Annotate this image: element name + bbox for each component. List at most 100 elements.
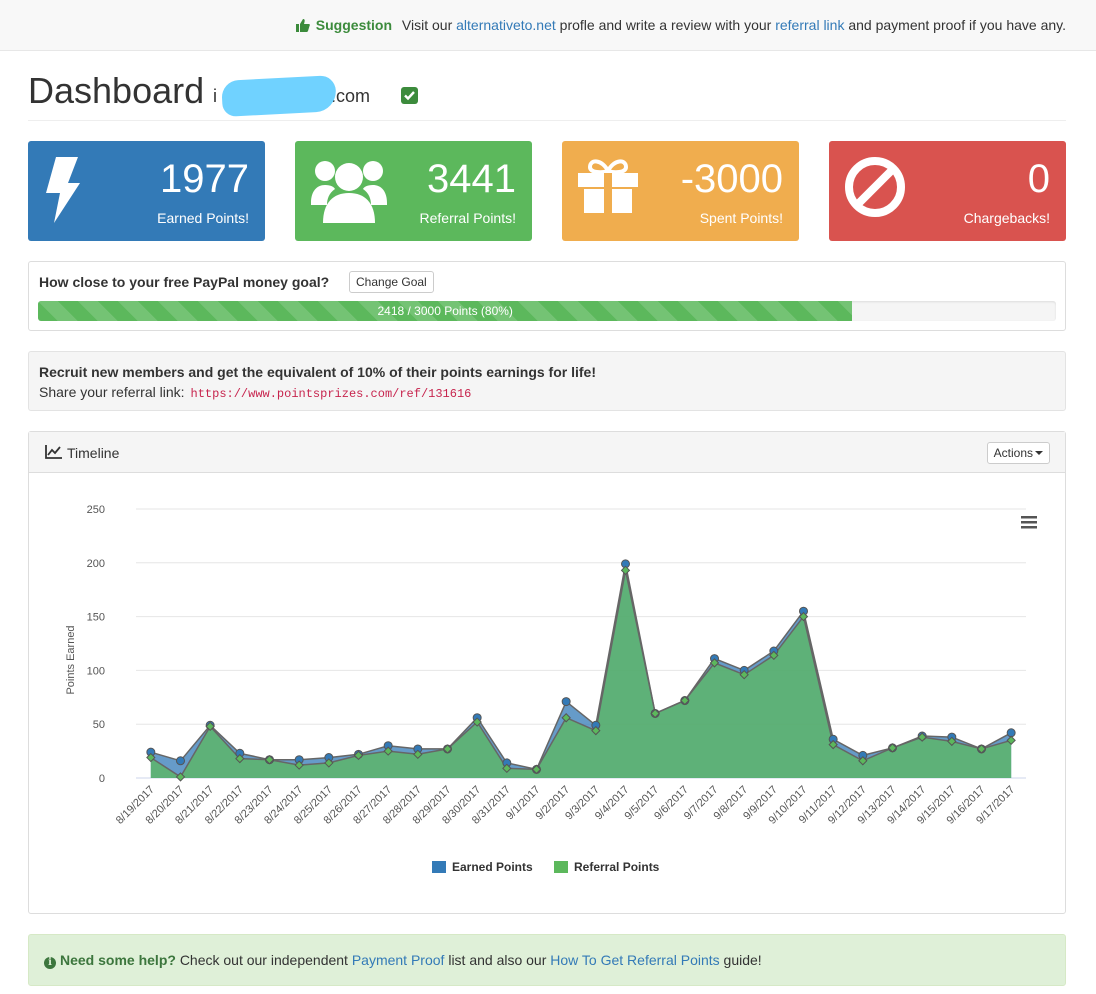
payment-proof-link[interactable]: Payment Proof xyxy=(351,952,445,968)
suggestion-bar: Suggestion Visit our alternativeto.net p… xyxy=(0,0,1096,51)
thumbs-up-icon xyxy=(295,19,310,32)
y-tick-label: 0 xyxy=(99,773,105,785)
point-referral xyxy=(798,611,809,622)
point-referral xyxy=(887,743,898,753)
point-referral xyxy=(1006,735,1016,746)
point-referral xyxy=(828,739,838,750)
ban-icon xyxy=(845,157,905,217)
chart-legend: Earned Points Referral Points xyxy=(432,860,660,874)
point-referral xyxy=(502,763,512,774)
point-earned xyxy=(176,756,185,766)
y-tick-label: 150 xyxy=(87,612,105,624)
chart-markers xyxy=(146,559,1016,782)
alternativeto-link[interactable]: alternativeto.net xyxy=(456,17,556,33)
redaction-mark xyxy=(221,75,337,117)
legend-label[interactable]: Referral Points xyxy=(574,860,660,874)
area-referral-points xyxy=(150,570,1012,778)
chargebacks-box: 0 Chargebacks! xyxy=(829,141,1066,241)
y-tick-label: 250 xyxy=(87,504,105,516)
point-referral xyxy=(769,650,779,661)
point-referral xyxy=(680,695,690,706)
referral-share: Share your referral link: https://www.poi… xyxy=(39,384,471,401)
line-chart-icon xyxy=(45,445,62,459)
legend-label[interactable]: Earned Points xyxy=(452,860,533,874)
suggestion-text-3: and payment proof if you have any. xyxy=(848,17,1066,33)
point-referral xyxy=(353,750,364,761)
referral-title: Recruit new members and get the equivale… xyxy=(39,364,596,380)
point-referral xyxy=(739,669,749,680)
caret-down-icon xyxy=(1035,451,1043,455)
y-axis-title: Points Earned xyxy=(65,625,77,694)
earned-points-box: 1977 Earned Points! xyxy=(28,141,265,241)
actions-dropdown-button[interactable]: Actions xyxy=(986,442,1050,464)
timeline-panel: Timeline Actions 8/19/2017 8/20/2017 8/21/… xyxy=(28,431,1066,914)
point-referral xyxy=(205,721,215,732)
point-earned xyxy=(1006,728,1016,738)
referral-panel: Recruit new members and get the equivale… xyxy=(28,351,1066,411)
share-label: Share your referral link: xyxy=(39,384,185,400)
help-text-1: Check out our independent xyxy=(179,952,348,968)
suggestion-label: Suggestion xyxy=(315,17,393,33)
email-prefix: i xyxy=(213,86,217,106)
point-referral xyxy=(383,746,393,756)
line-earned-points xyxy=(150,563,1012,771)
change-goal-button[interactable]: Change Goal xyxy=(349,271,434,293)
help-text-2: list and also our xyxy=(448,952,547,968)
timeline-title: Timeline xyxy=(67,445,120,461)
gift-icon xyxy=(578,159,638,213)
referral-url[interactable]: https://www.pointsprizes.com/ref/131616 xyxy=(190,387,472,401)
help-text-3: guide! xyxy=(723,952,762,968)
suggestion-text-2: profle and write a review with your xyxy=(559,17,772,33)
goal-panel: How close to your free PayPal money goal… xyxy=(28,261,1066,331)
referral-points-label: Referral Points! xyxy=(419,210,516,226)
legend-swatch xyxy=(432,861,446,873)
chargebacks-label: Chargebacks! xyxy=(963,210,1050,226)
point-referral xyxy=(709,658,720,668)
point-referral xyxy=(620,565,631,576)
point-referral xyxy=(472,717,482,727)
chargebacks-value: 0 xyxy=(1027,157,1050,201)
earned-points-value: 1977 xyxy=(160,157,249,201)
point-referral xyxy=(264,755,275,765)
legend-swatch xyxy=(554,861,568,873)
referral-points-box: 3441 Referral Points! xyxy=(295,141,532,241)
verified-check-icon xyxy=(401,87,418,104)
referral-guide-link[interactable]: How To Get Referral Points xyxy=(550,952,720,968)
line-referral-points xyxy=(150,570,1012,778)
help-bold: Need some help? xyxy=(60,952,176,968)
point-referral xyxy=(917,732,927,742)
spent-points-box: -3000 Spent Points! xyxy=(562,141,799,241)
point-earned xyxy=(561,697,571,707)
point-referral xyxy=(561,713,571,723)
suggestion-message: Suggestion Visit our alternativeto.net p… xyxy=(295,17,1066,33)
point-referral xyxy=(591,725,601,736)
suggestion-text-1: Visit our xyxy=(401,17,453,33)
point-referral xyxy=(324,758,334,768)
y-tick-label: 50 xyxy=(93,719,105,731)
users-icon xyxy=(311,161,387,223)
chart-x-labels: 8/19/20178/20/20178/21/20178/22/20178/23… xyxy=(114,784,1017,827)
point-referral xyxy=(947,736,957,747)
title-divider xyxy=(28,120,1066,121)
point-referral xyxy=(976,744,987,754)
page-title: Dashboard xyxy=(28,70,205,111)
y-tick-label: 100 xyxy=(87,665,105,677)
point-referral xyxy=(650,708,660,719)
timeline-header: Timeline Actions xyxy=(29,432,1065,473)
goal-progress-bar: 2418 / 3000 Points (80%) xyxy=(38,301,853,321)
help-text: i Need some help? Check out our independe… xyxy=(44,952,762,969)
chart-areas xyxy=(150,563,1012,778)
help-alert: i Need some help? Check out our independe… xyxy=(28,934,1066,986)
point-referral xyxy=(531,764,542,775)
chart-menu-icon[interactable] xyxy=(1021,516,1037,529)
point-referral xyxy=(858,756,868,766)
goal-question: How close to your free PayPal money goal… xyxy=(39,274,330,290)
earned-points-label: Earned Points! xyxy=(157,210,249,226)
referral-link[interactable]: referral link xyxy=(775,17,845,33)
point-referral xyxy=(294,760,304,770)
point-referral xyxy=(146,752,156,763)
point-referral xyxy=(235,753,245,764)
info-icon: i xyxy=(44,957,56,969)
y-tick-label: 200 xyxy=(87,558,105,570)
point-referral xyxy=(413,749,423,760)
